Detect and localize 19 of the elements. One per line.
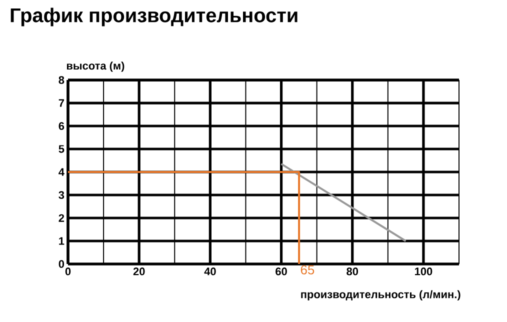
x-axis-title: производительность (л/мин.)	[301, 290, 460, 300]
chart-title: График производительности	[10, 8, 298, 26]
annotation: 65	[300, 265, 314, 274]
x-tick-label: 40	[204, 268, 216, 276]
x-tick-label: 0	[65, 268, 71, 276]
y-tick-label: 5	[58, 145, 64, 153]
y-tick-label: 2	[58, 214, 64, 222]
x-tick-label: 100	[415, 268, 432, 276]
y-tick-label: 8	[58, 76, 64, 84]
y-tick-label: 0	[58, 260, 64, 268]
y-tick-label: 1	[59, 237, 64, 245]
x-tick-label: 60	[276, 268, 287, 276]
y-tick-label: 4	[58, 168, 64, 176]
y-tick-label: 6	[58, 122, 64, 130]
y-axis-title: высота (м)	[66, 62, 124, 72]
x-tick-label: 80	[346, 268, 358, 276]
x-tick-label: 20	[133, 268, 145, 276]
y-tick-label: 3	[58, 191, 64, 199]
y-tick-label: 7	[58, 99, 64, 107]
